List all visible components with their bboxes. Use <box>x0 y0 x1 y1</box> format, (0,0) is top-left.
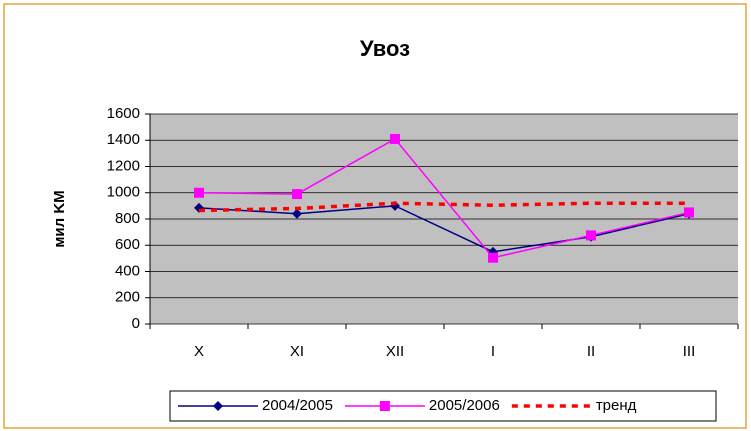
data-point <box>488 252 498 263</box>
series-line <box>198 205 690 253</box>
y-tick-label: 200 <box>115 289 140 306</box>
legend-box <box>169 390 717 422</box>
legend-label: 2004/2005 <box>262 397 333 414</box>
x-tick-label: X <box>194 343 204 360</box>
y-tick-label: 0 <box>132 315 140 332</box>
y-tick-label: 1600 <box>107 105 140 122</box>
y-tick-label: 1400 <box>107 131 140 148</box>
y-tick-label: 1000 <box>107 184 140 201</box>
legend-marker <box>213 401 223 411</box>
y-tick-label: 600 <box>115 236 140 253</box>
series-line <box>198 201 689 213</box>
y-tick-label: 1200 <box>107 157 140 174</box>
x-tick-label: II <box>587 343 595 360</box>
series-line <box>198 137 690 259</box>
legend-marker <box>379 401 390 411</box>
x-tick-label: XI <box>290 343 304 360</box>
data-point <box>684 207 694 218</box>
legend-label: тренд <box>596 397 637 414</box>
data-point <box>586 230 596 241</box>
x-tick-label: I <box>491 343 495 360</box>
x-tick-label: III <box>683 343 696 360</box>
data-point <box>292 208 302 219</box>
data-point <box>194 187 204 198</box>
data-point <box>292 189 302 200</box>
y-tick-label: 800 <box>115 210 140 227</box>
x-tick-label: XII <box>386 343 404 360</box>
chart-title: Увоз <box>360 36 410 61</box>
y-axis-label: мил KM <box>51 190 68 247</box>
y-tick-label: 400 <box>115 262 140 279</box>
legend-label: 2005/2006 <box>429 397 500 414</box>
data-point <box>390 133 400 144</box>
